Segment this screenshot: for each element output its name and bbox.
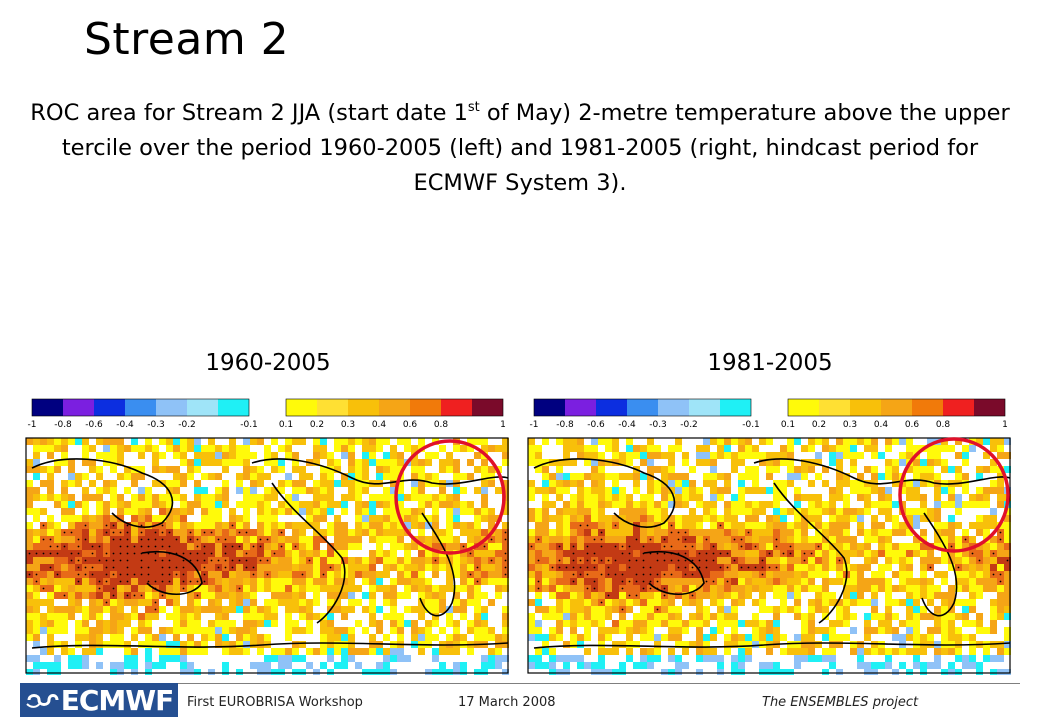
slide-subtitle: ROC area for Stream 2 JJA (start date 1s… bbox=[20, 96, 1020, 201]
footer-project: The ENSEMBLES project bbox=[762, 695, 919, 710]
highlight-circle bbox=[394, 439, 506, 555]
footer-divider bbox=[20, 683, 1020, 684]
footer-date: 17 March 2008 bbox=[458, 695, 556, 710]
left-map-label: 1960-2005 bbox=[205, 350, 331, 376]
colorbar-tick-label: 1 bbox=[500, 420, 506, 430]
colorbar-swatch-neg-3 bbox=[125, 399, 156, 416]
colorbar-swatch-neg-1 bbox=[565, 399, 596, 416]
colorbar-tick-label: -0.8 bbox=[54, 420, 72, 430]
colorbar-swatch-neg-0 bbox=[534, 399, 565, 416]
colorbar-swatch-pos-5 bbox=[441, 399, 472, 416]
colorbar-tick-label: 0.2 bbox=[812, 420, 826, 430]
colorbar-swatch-neg-4 bbox=[658, 399, 689, 416]
colorbar-tick-label: -0.3 bbox=[147, 420, 165, 430]
left-roc-map-figure: -1 -0.8 -0.6 -0.4 -0.3 -0.2 -0.1 0.1 0.2 0.3 0.4 0.… bbox=[25, 398, 509, 675]
significance-dots bbox=[28, 524, 507, 611]
colorbar-tick-label: 0.3 bbox=[341, 420, 355, 430]
colorbar-swatch-neg-6 bbox=[720, 399, 751, 416]
colorbar-swatch-neg-4 bbox=[156, 399, 187, 416]
colorbar-swatch-neg-1 bbox=[63, 399, 94, 416]
colorbar-swatch-pos-5 bbox=[943, 399, 974, 416]
colorbar-tick-label: 0.1 bbox=[781, 420, 795, 430]
colorbar-swatch-neg-2 bbox=[94, 399, 125, 416]
roc-field bbox=[26, 438, 509, 675]
colorbar-tick-label: 0.4 bbox=[874, 420, 889, 430]
right-map-label: 1981-2005 bbox=[707, 350, 833, 376]
significance-dots bbox=[530, 524, 1009, 611]
colorbar-tick-label: -0.3 bbox=[649, 420, 667, 430]
highlight-circle bbox=[898, 437, 1010, 553]
subtitle-text-part2: of May) 2-metre temperature above the up… bbox=[61, 100, 1010, 196]
colorbar-swatch-pos-2 bbox=[348, 399, 379, 416]
map-frame bbox=[527, 437, 1011, 674]
colorbar-swatch-pos-6 bbox=[974, 399, 1005, 416]
colorbar-tick-label: -0.8 bbox=[556, 420, 574, 430]
colorbar-swatch-neg-5 bbox=[689, 399, 720, 416]
colorbar-swatch-neg-0 bbox=[32, 399, 63, 416]
right-roc-map-figure: -1 -0.8 -0.6 -0.4 -0.3 -0.2 -0.1 0.1 0.2 0.3 0.4 0.… bbox=[527, 398, 1011, 675]
colorbar-swatch-pos-0 bbox=[788, 399, 819, 416]
subtitle-superscript: st bbox=[467, 100, 480, 115]
colorbar-swatch-pos-4 bbox=[912, 399, 943, 416]
colorbar-tick-label: 1 bbox=[1002, 420, 1008, 430]
colorbar-tick-label: 0.1 bbox=[279, 420, 293, 430]
colorbar-tick-label: -0.6 bbox=[587, 420, 605, 430]
colorbar-tick-label: -0.2 bbox=[680, 420, 698, 430]
footer-workshop: First EUROBRISA Workshop bbox=[187, 695, 363, 710]
colorbar-swatch-neg-3 bbox=[627, 399, 658, 416]
map-frame bbox=[25, 437, 509, 674]
colorbar-tick-label: 0.8 bbox=[434, 420, 449, 430]
colorbar-tick-label: 0.8 bbox=[936, 420, 951, 430]
colorbar-tick-label: 0.6 bbox=[403, 420, 418, 430]
colorbar-tick-label: -1 bbox=[530, 420, 539, 430]
colorbar-tick-label: -0.6 bbox=[85, 420, 103, 430]
coastlines bbox=[31, 458, 509, 649]
ecmwf-logo-text: ECMWF bbox=[60, 683, 175, 717]
colorbar-tick-label: -0.1 bbox=[742, 420, 760, 430]
colorbar-swatch-pos-0 bbox=[286, 399, 317, 416]
colorbar-swatch-neg-6 bbox=[218, 399, 249, 416]
colorbar-tick-label: -0.4 bbox=[116, 420, 134, 430]
colorbar-tick-label: 0.6 bbox=[905, 420, 920, 430]
ecmwf-swirl-icon bbox=[26, 694, 59, 708]
colorbar-swatch-pos-1 bbox=[819, 399, 850, 416]
colorbar-swatch-pos-4 bbox=[410, 399, 441, 416]
colorbar-tick-label: -0.1 bbox=[240, 420, 258, 430]
colorbar-swatch-neg-2 bbox=[596, 399, 627, 416]
slide-title: Stream 2 bbox=[84, 14, 290, 65]
colorbar-swatch-pos-3 bbox=[881, 399, 912, 416]
colorbar-tick-label: 0.2 bbox=[310, 420, 324, 430]
coastlines bbox=[533, 458, 1011, 649]
ecmwf-logo: ECMWF bbox=[20, 683, 178, 717]
roc-field bbox=[528, 438, 1011, 675]
colorbar-swatch-pos-3 bbox=[379, 399, 410, 416]
colorbar-tick-label: -0.4 bbox=[618, 420, 636, 430]
colorbar-tick-label: -0.2 bbox=[178, 420, 196, 430]
colorbar-swatch-pos-1 bbox=[317, 399, 348, 416]
colorbar-tick-label: -1 bbox=[28, 420, 37, 430]
subtitle-text-part1: ROC area for Stream 2 JJA (start date 1 bbox=[30, 100, 468, 126]
colorbar-tick-label: 0.4 bbox=[372, 420, 387, 430]
colorbar-tick-label: 0.3 bbox=[843, 420, 857, 430]
colorbar-swatch-neg-5 bbox=[187, 399, 218, 416]
colorbar-swatch-pos-2 bbox=[850, 399, 881, 416]
colorbar-swatch-pos-6 bbox=[472, 399, 503, 416]
